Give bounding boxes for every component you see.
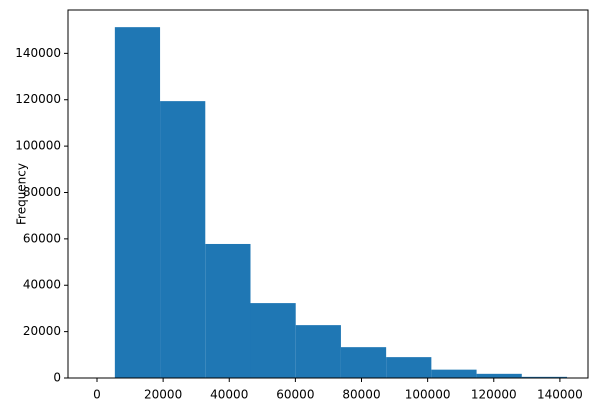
y-tick-label: 20000 [23, 324, 61, 338]
bar [521, 376, 568, 378]
plot-frame [67, 9, 589, 379]
bar [476, 373, 522, 378]
x-tick-label: 120000 [471, 388, 517, 402]
bar [431, 369, 477, 378]
bar [340, 347, 387, 378]
y-tick-label: 100000 [15, 139, 61, 153]
y-tick-label: 80000 [23, 185, 61, 199]
bar [386, 357, 432, 378]
bar [205, 243, 251, 378]
x-tick-label: 0 [93, 388, 101, 402]
bar [250, 303, 296, 378]
y-axis-label: Frequency [15, 163, 29, 225]
y-tick-label: 120000 [15, 92, 61, 106]
x-tick-label: 140000 [537, 388, 583, 402]
bar [295, 325, 341, 378]
x-tick-label: 20000 [144, 388, 182, 402]
bar [114, 27, 161, 378]
x-tick-label: 100000 [405, 388, 451, 402]
x-tick-label: 80000 [342, 388, 380, 402]
x-tick-label: 60000 [276, 388, 314, 402]
x-tick-label: 40000 [210, 388, 248, 402]
y-tick-label: 60000 [23, 231, 61, 245]
y-tick-label: 140000 [15, 46, 61, 60]
bar [160, 101, 206, 378]
y-tick-label: 0 [53, 371, 61, 385]
y-tick-label: 40000 [23, 278, 61, 292]
